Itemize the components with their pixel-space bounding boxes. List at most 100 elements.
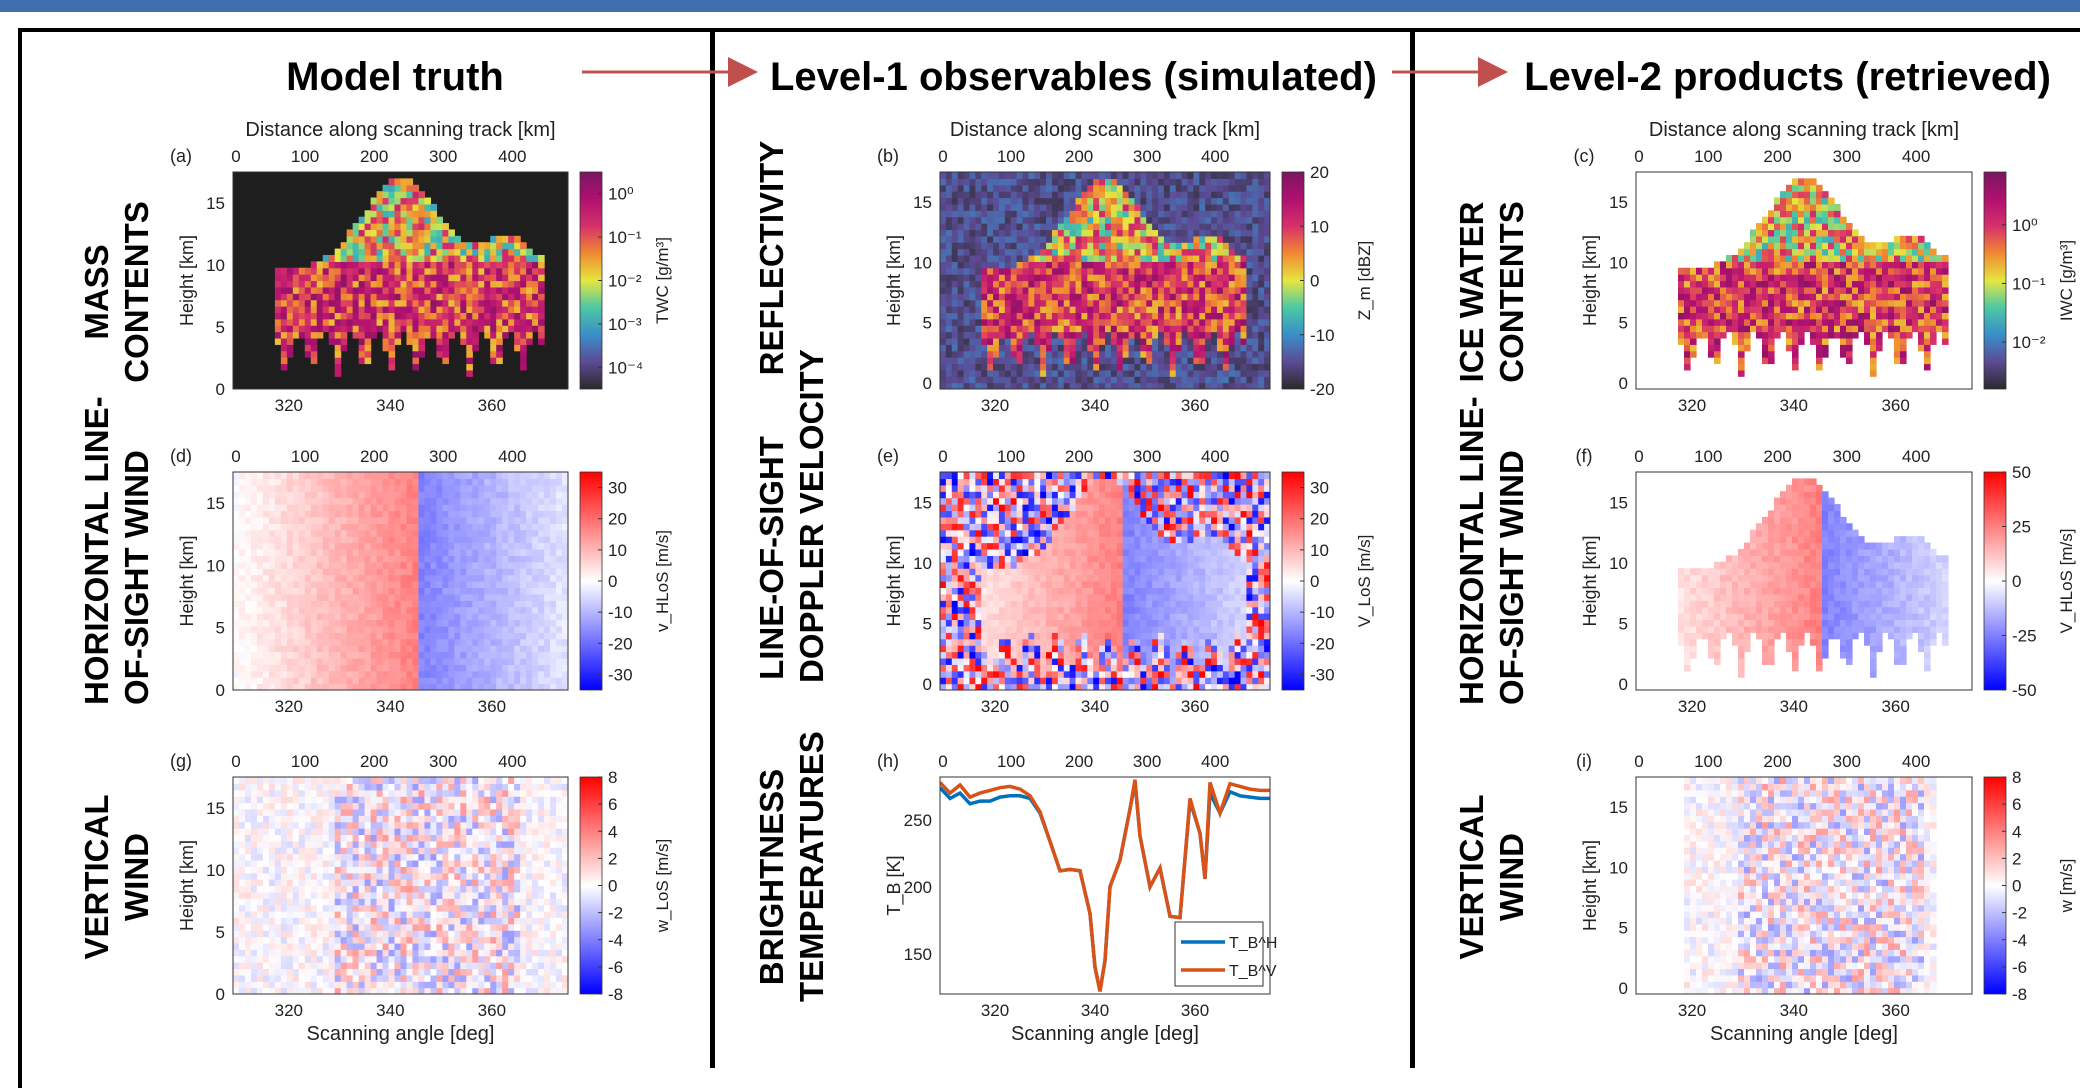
- heatmap-cell: [401, 815, 408, 822]
- heatmap-cell: [430, 658, 437, 665]
- heatmap-cell: [460, 956, 467, 963]
- heatmap-cell: [299, 886, 306, 893]
- heatmap-cell: [371, 236, 378, 243]
- heatmap-cell: [401, 975, 408, 982]
- heatmap-cell: [347, 575, 354, 582]
- heatmap-cell: [436, 478, 443, 485]
- heatmap-cell: [251, 645, 258, 652]
- heatmap-cell: [263, 911, 270, 918]
- heatmap-cell: [496, 319, 503, 326]
- heatmap-cell: [395, 485, 402, 492]
- heatmap-cell: [383, 790, 390, 797]
- heatmap-cell: [520, 619, 527, 626]
- heatmap-cell: [287, 530, 294, 537]
- heatmap-cell: [496, 485, 503, 492]
- heatmap-cell: [353, 485, 360, 492]
- heatmap-cell: [317, 332, 324, 339]
- heatmap-cell: [287, 664, 294, 671]
- heatmap-cell: [335, 312, 342, 319]
- heatmap-cell: [454, 898, 461, 905]
- heatmap-cell: [323, 981, 330, 988]
- heatmap-cell: [371, 600, 378, 607]
- heatmap-cell: [424, 879, 431, 886]
- heatmap-cell: [502, 619, 509, 626]
- heatmap-cell: [281, 834, 288, 841]
- heatmap-cell: [544, 626, 551, 633]
- heatmap-cell: [287, 575, 294, 582]
- heatmap-cell: [532, 866, 539, 873]
- heatmap-cell: [544, 639, 551, 646]
- heatmap-cell: [496, 261, 503, 268]
- heatmap-cell: [389, 555, 396, 562]
- heatmap-cell: [299, 632, 306, 639]
- heatmap-cell: [233, 847, 240, 854]
- heatmap-cell: [233, 478, 240, 485]
- heatmap-cell: [347, 274, 354, 281]
- heatmap-cell: [359, 478, 366, 485]
- heatmap-cell: [550, 975, 557, 982]
- heatmap-cell: [484, 587, 491, 594]
- heatmap-cell: [496, 949, 503, 956]
- heatmap-cell: [472, 594, 479, 601]
- heatmap-cell: [269, 677, 276, 684]
- heatmap-cell: [514, 898, 521, 905]
- heatmap-cell: [275, 847, 282, 854]
- heatmap-cell: [964, 204, 970, 211]
- heatmap-cell: [335, 658, 342, 665]
- heatmap-cell: [389, 822, 396, 829]
- heatmap-cell: [263, 549, 270, 556]
- heatmap-cell: [245, 517, 252, 524]
- heatmap-cell: [269, 652, 276, 659]
- heatmap-cell: [502, 854, 509, 861]
- heatmap-cell: [389, 510, 396, 517]
- heatmap-cell: [335, 485, 342, 492]
- heatmap-cell: [233, 523, 240, 530]
- heatmap-cell: [496, 549, 503, 556]
- heatmap-cell: [430, 847, 437, 854]
- heatmap-cell: [412, 306, 419, 313]
- heatmap-cell: [377, 236, 384, 243]
- heatmap-cell: [347, 924, 354, 931]
- heatmap-cell: [514, 236, 521, 243]
- heatmap-cell: [484, 300, 491, 307]
- heatmap-cell: [347, 619, 354, 626]
- heatmap-cell: [442, 645, 449, 652]
- heatmap-cell: [395, 796, 402, 803]
- heatmap-cell: [329, 658, 336, 665]
- heatmap-cell: [275, 866, 282, 873]
- heatmap-cell: [401, 917, 408, 924]
- heatmap-cell: [466, 803, 473, 810]
- heatmap-cell: [299, 594, 306, 601]
- heatmap-cell: [472, 949, 479, 956]
- heatmap-cell: [311, 639, 318, 646]
- heatmap-cell: [359, 924, 366, 931]
- heatmap-cell: [383, 223, 390, 230]
- heatmap-cell: [508, 847, 515, 854]
- heatmap-cell: [532, 879, 539, 886]
- heatmap-cell: [526, 962, 533, 969]
- heatmap-cell: [233, 491, 240, 498]
- heatmap-cell: [251, 652, 258, 659]
- heatmap-cell: [556, 777, 563, 784]
- heatmap-cell: [418, 575, 425, 582]
- heatmap-cell: [377, 255, 384, 262]
- heatmap-cell: [371, 549, 378, 556]
- heatmap-cell: [365, 873, 372, 880]
- heatmap-cell: [389, 600, 396, 607]
- heatmap-cell: [532, 575, 539, 582]
- heatmap-cell: [257, 664, 264, 671]
- heatmap-cell: [430, 217, 437, 224]
- heatmap-cell: [406, 242, 413, 249]
- x-tick-label: 320: [275, 697, 303, 716]
- heatmap-cell: [263, 956, 270, 963]
- heatmap-cell: [520, 873, 527, 880]
- heatmap-cell: [958, 332, 964, 339]
- heatmap-cell: [281, 517, 288, 524]
- heatmap-cell: [251, 491, 258, 498]
- heatmap-cell: [257, 504, 264, 511]
- heatmap-cell: [311, 472, 318, 479]
- heatmap-cell: [442, 639, 449, 646]
- heatmap-cell: [490, 937, 497, 944]
- heatmap-cell: [311, 937, 318, 944]
- heatmap-cell: [341, 255, 348, 262]
